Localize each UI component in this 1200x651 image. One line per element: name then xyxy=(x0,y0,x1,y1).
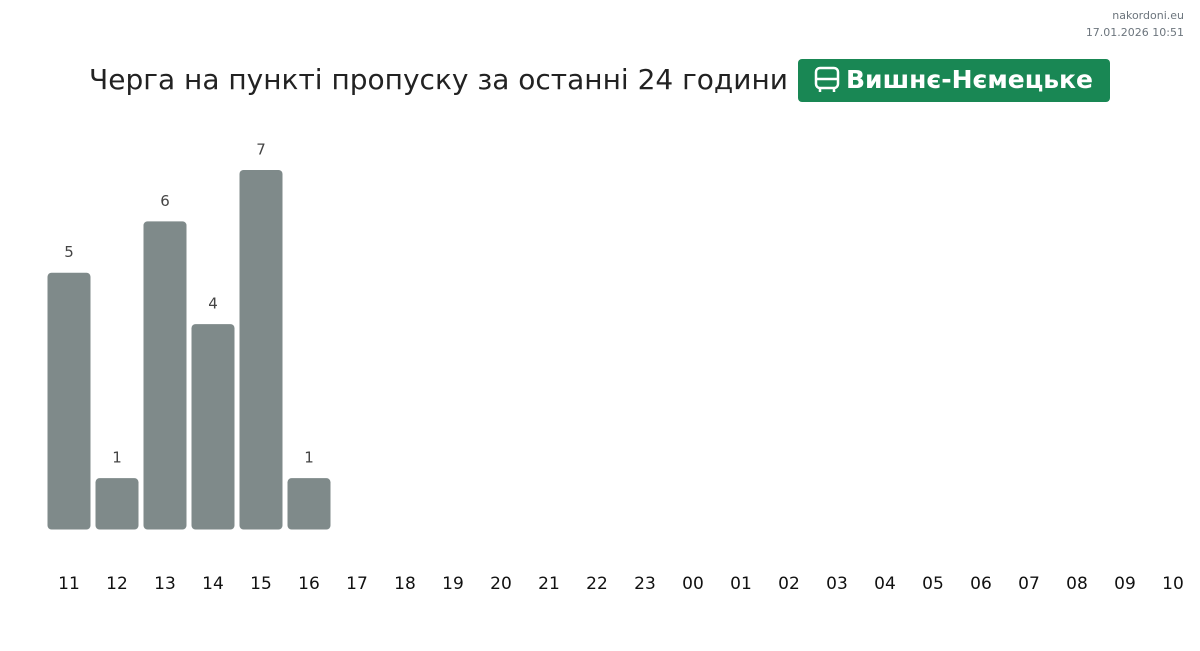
source: nakordoni.eu xyxy=(1112,9,1184,22)
value-label: 1 xyxy=(304,449,314,467)
x-tick-label: 10 xyxy=(1162,574,1184,594)
value-label: 1 xyxy=(112,449,122,467)
x-tick-label: 16 xyxy=(298,574,320,594)
value-label: 4 xyxy=(208,295,218,313)
x-tick-label: 01 xyxy=(730,574,752,594)
x-tick-label: 09 xyxy=(1114,574,1136,594)
bar xyxy=(191,324,235,530)
x-tick-label: 14 xyxy=(202,574,224,594)
x-tick-label: 04 xyxy=(874,574,896,594)
x-tick-label: 22 xyxy=(586,574,608,594)
x-tick-label: 00 xyxy=(682,574,704,594)
x-tick-label: 06 xyxy=(970,574,992,594)
x-tick-label: 21 xyxy=(538,574,560,594)
x-tick-label: 08 xyxy=(1066,574,1088,594)
x-tick-label: 11 xyxy=(58,574,80,594)
value-label: 6 xyxy=(160,192,170,210)
badge xyxy=(798,59,1110,102)
bar xyxy=(95,478,139,530)
x-tick-label: 23 xyxy=(634,574,656,594)
x-tick-label: 03 xyxy=(826,574,848,594)
bus-icon xyxy=(814,66,840,92)
x-tick-label: 07 xyxy=(1018,574,1040,594)
x-tick-label: 02 xyxy=(778,574,800,594)
x-tick-label: 18 xyxy=(394,574,416,594)
x-tick-label: 17 xyxy=(346,574,368,594)
bar xyxy=(239,170,283,530)
bar xyxy=(287,478,331,530)
x-tick-label: 12 xyxy=(106,574,128,594)
bar xyxy=(47,272,91,530)
bar xyxy=(143,221,187,530)
chart-title: Черга на пункті пропуску за останні 24 г… xyxy=(89,63,788,96)
checkpoint: Вишнє-Нємецьке xyxy=(846,65,1093,94)
x-tick-label: 13 xyxy=(154,574,176,594)
x-tick-label: 20 xyxy=(490,574,512,594)
timestamp: 17.01.2026 10:51 xyxy=(1086,26,1184,39)
x-tick-label: 05 xyxy=(922,574,944,594)
value-label: 7 xyxy=(256,141,266,159)
x-tick-label: 15 xyxy=(250,574,272,594)
x-tick-label: 19 xyxy=(442,574,464,594)
value-label: 5 xyxy=(64,243,74,261)
